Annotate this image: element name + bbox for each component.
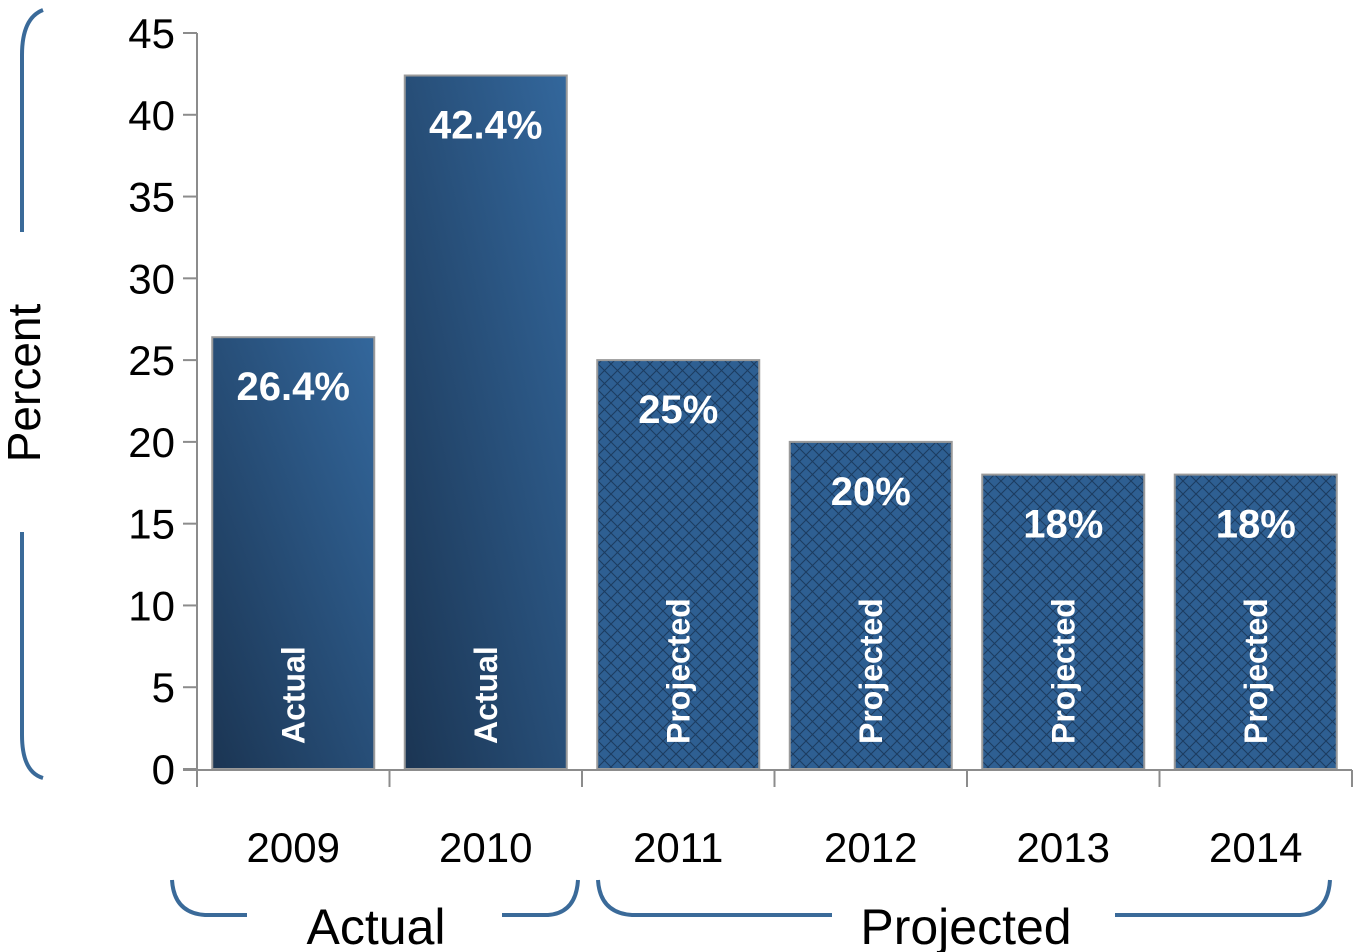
y-tick-label: 35 (128, 174, 175, 221)
bar-tag-2012: Projected (853, 598, 889, 744)
bar-2014 (1173, 473, 1338, 770)
bar-tag-2009: Actual (275, 646, 311, 744)
data-label-2009: 26.4% (237, 365, 350, 409)
actual-group-bracket-left (170, 879, 247, 917)
y-axis-label: Percent (0, 304, 50, 463)
data-label-2014: 18% (1216, 503, 1296, 547)
data-label-2010: 42.4% (429, 104, 542, 148)
x-tick-label: 2012 (824, 824, 917, 871)
bar-2010 (403, 74, 568, 771)
y-tick-label: 40 (128, 92, 175, 139)
y-tick-label: 45 (128, 10, 175, 57)
y-axis-bracket-top (20, 8, 44, 232)
projected-group-bracket-left (596, 879, 832, 917)
data-label-2012: 20% (831, 470, 911, 514)
x-tick-label: 2009 (247, 824, 340, 871)
bar-tag-2014: Projected (1238, 598, 1274, 744)
bars: 26.4% Actual 42.4% Actual 25% Projected 20% Pro… (211, 74, 1338, 771)
y-tick-label: 5 (152, 664, 175, 711)
x-tick-label: 2014 (1209, 824, 1302, 871)
y-tick-label: 25 (128, 337, 175, 384)
y-tick-label: 15 (128, 501, 175, 548)
group-label-actual: Actual (307, 899, 446, 952)
y-tick-label: 20 (128, 419, 175, 466)
group-label-projected: Projected (860, 899, 1071, 952)
data-label-2013: 18% (1023, 503, 1103, 547)
bar-2013 (981, 473, 1146, 770)
bar-2012 (788, 440, 953, 770)
x-tick-label: 2011 (633, 824, 723, 871)
bar-2011 (596, 359, 761, 770)
y-tick-label: 0 (152, 746, 175, 793)
x-tick-label: 2010 (439, 824, 532, 871)
data-label-2011: 25% (638, 388, 718, 432)
bar-2009 (211, 336, 376, 770)
y-tick-label: 10 (128, 582, 175, 629)
y-tick-label: 30 (128, 255, 175, 302)
y-axis-bracket-bottom (20, 532, 44, 780)
bar-tag-2010: Actual (468, 646, 504, 744)
x-axis: 2009 2010 2011 2012 2013 2014 (183, 769, 1353, 871)
actual-group-bracket-right (502, 879, 580, 917)
projected-group-bracket-right (1115, 879, 1332, 917)
bar-tag-2013: Projected (1045, 598, 1081, 744)
bar-tag-2011: Projected (660, 598, 696, 744)
x-tick-label: 2013 (1017, 824, 1110, 871)
y-axis: 0 5 10 15 20 25 30 35 40 45 (128, 10, 198, 793)
